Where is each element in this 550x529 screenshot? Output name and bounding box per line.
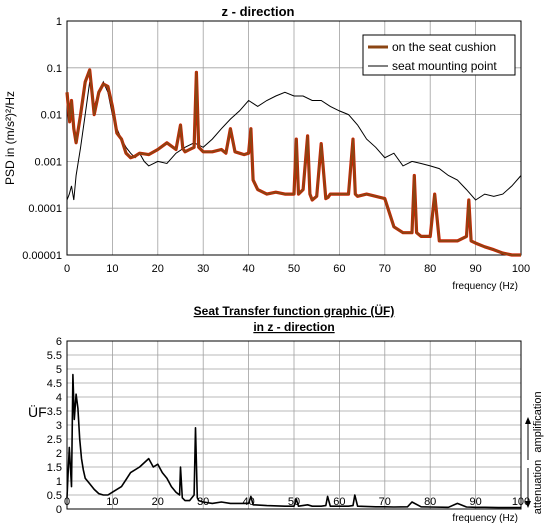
transfer-function-chart: Seat Transfer function graphic (ÜF) in z…	[28, 303, 544, 524]
annotation-group: attenuation amplification	[525, 391, 544, 514]
x-tick-label: 0	[64, 263, 70, 275]
legend-label-mounting-point: seat mounting point	[392, 59, 497, 73]
chart-subtitle: in z - direction	[253, 320, 334, 334]
grid	[66, 340, 522, 510]
x-tick-label: 30	[197, 263, 209, 275]
series-line-seat-cushion	[66, 69, 521, 256]
legend: on the seat cushion seat mounting point	[362, 34, 516, 76]
x-tick-label: 90	[469, 263, 481, 275]
amplification-arrowhead	[525, 417, 531, 424]
y-tick-label: 4	[56, 392, 62, 404]
plot-frame	[66, 340, 522, 510]
series-line-transfer-function	[66, 373, 521, 509]
y-tick-label: 0.01	[41, 110, 62, 122]
y-axis-label: ÜF	[28, 403, 47, 420]
x-tick-label: 60	[333, 263, 345, 275]
y-tick-label: 0.00001	[22, 250, 62, 262]
x-tick-labels: 0 10 20 30 40 50 60 70 80 90 100	[64, 263, 530, 275]
y-tick-label: 2	[56, 448, 62, 460]
annotation-attenuation: attenuation	[532, 460, 544, 514]
legend-label-seat-cushion: on the seat cushion	[392, 40, 496, 54]
y-tick-label: 4.5	[47, 378, 62, 390]
x-tick-label: 10	[106, 496, 118, 508]
y-tick-label: 1.5	[47, 462, 62, 474]
x-tick-label: 90	[469, 496, 481, 508]
series-group	[65, 68, 522, 257]
y-tick-labels: 0.00001 0.0001 0.001 0.01 0.1 1	[22, 16, 62, 262]
y-tick-label: 1	[56, 476, 62, 488]
x-tick-label: 70	[379, 263, 391, 275]
x-tick-label: 100	[512, 496, 530, 508]
y-tick-label: 0.1	[47, 63, 62, 75]
y-tick-label: 5.5	[47, 350, 62, 362]
x-tick-label: 20	[152, 496, 164, 508]
y-tick-label: 0.5	[47, 490, 62, 502]
y-tick-label: 3.5	[47, 406, 62, 418]
x-tick-label: 40	[242, 263, 254, 275]
x-axis-label: frequency (Hz)	[452, 513, 518, 524]
annotation-amplification: amplification	[532, 391, 544, 452]
x-tick-label: 10	[106, 263, 118, 275]
x-tick-label: 80	[424, 496, 436, 508]
x-tick-label: 0	[64, 496, 70, 508]
x-axis-label: frequency (Hz)	[452, 281, 518, 292]
y-tick-label: 6	[56, 336, 62, 348]
x-tick-label: 20	[152, 263, 164, 275]
y-tick-label: 5	[56, 364, 62, 376]
chart-title: Seat Transfer function graphic (ÜF)	[194, 303, 395, 318]
y-tick-label: 0.001	[34, 156, 62, 168]
y-tick-label: 1	[56, 16, 62, 28]
y-tick-labels: 0 0.5 1 1.5 2 2.5 3 3.5 4 4.5 5 5.5 6	[47, 336, 62, 516]
chart-title: z - direction	[222, 4, 295, 19]
legend-box	[362, 34, 516, 76]
y-tick-label: 2.5	[47, 434, 62, 446]
x-tick-label: 100	[512, 263, 530, 275]
x-tick-labels: 0 10 20 30 40 50 60 70 80 90 100	[64, 496, 530, 508]
series-group	[66, 373, 521, 509]
x-tick-label: 70	[379, 496, 391, 508]
plot-frame	[66, 20, 522, 256]
x-tick-label: 50	[288, 263, 300, 275]
psd-chart: z - direction 0.00001 0.0001 0.001 0.01 0.1 1…	[3, 4, 530, 292]
x-tick-label: 60	[333, 496, 345, 508]
x-tick-label: 80	[424, 263, 436, 275]
y-tick-label: 0	[56, 504, 62, 516]
attenuation-arrowhead	[525, 501, 531, 508]
y-tick-label: 0.0001	[28, 203, 62, 215]
y-axis-label: PSD in (m/s²)²/Hz	[3, 91, 17, 185]
y-tick-label: 3	[56, 420, 62, 432]
